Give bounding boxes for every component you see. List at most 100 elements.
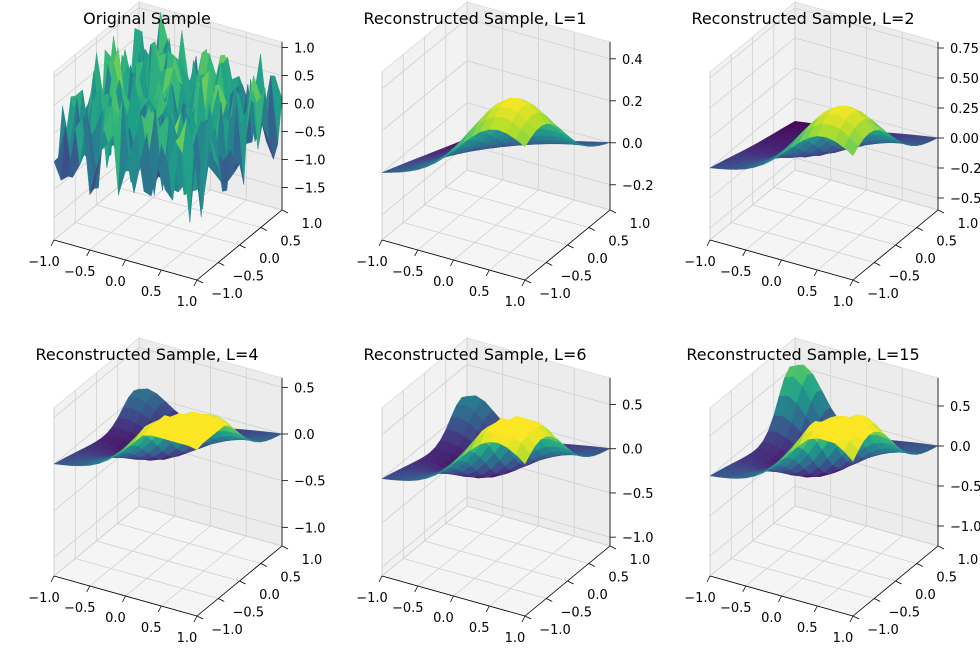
y-tick-label: 0.0 bbox=[259, 252, 280, 267]
z-tick-label: 0.4 bbox=[622, 53, 643, 68]
x-tick-label: 0.5 bbox=[469, 621, 490, 636]
subplot-1: −1.0−0.50.00.51.0−1.0−0.50.00.51.01.00.5… bbox=[28, 0, 326, 310]
y-tick-label: 0.5 bbox=[608, 235, 629, 250]
y-tick-label: −0.5 bbox=[232, 606, 264, 621]
surface-patch bbox=[843, 136, 859, 157]
z-tick-label: −1.0 bbox=[950, 520, 980, 535]
y-tick-label: −1.0 bbox=[867, 287, 899, 302]
y-tick-label: −1.0 bbox=[539, 287, 571, 302]
z-tick-label: −1.0 bbox=[622, 531, 654, 546]
subplot-title: Reconstructed Sample, L=15 bbox=[686, 345, 919, 364]
grid-lines bbox=[381, 2, 611, 281]
z-tick-label: −0.5 bbox=[294, 475, 326, 490]
x-tick-label: 0.0 bbox=[105, 611, 126, 626]
y-tick-label: −0.5 bbox=[560, 270, 592, 285]
y-tick-label: 0.5 bbox=[280, 571, 301, 586]
x-tick-label: 0.0 bbox=[761, 611, 782, 626]
z-tick-label: −0.2 bbox=[622, 179, 654, 194]
z-tick-label: −0.25 bbox=[950, 162, 980, 177]
axes bbox=[50, 42, 289, 287]
y-tick-label: 0.0 bbox=[587, 588, 608, 603]
x-tick-label: 0.5 bbox=[797, 285, 818, 300]
x-tick-label: 0.5 bbox=[797, 621, 818, 636]
subplot-title: Reconstructed Sample, L=6 bbox=[363, 345, 586, 364]
x-tick-label: 0.5 bbox=[141, 285, 162, 300]
x-tick-label: −0.5 bbox=[64, 601, 96, 616]
x-tick-label: 1.0 bbox=[833, 631, 854, 646]
y-tick-label: −1.0 bbox=[211, 623, 243, 638]
z-tick-label: 0.25 bbox=[950, 102, 979, 117]
y-tick-label: 1.0 bbox=[958, 553, 979, 568]
surface-patch bbox=[843, 440, 859, 462]
z-tick-label: 0.0 bbox=[950, 440, 971, 455]
x-tick-label: −1.0 bbox=[28, 591, 60, 606]
subplot-title: Reconstructed Sample, L=1 bbox=[363, 9, 586, 28]
x-tick-label: 1.0 bbox=[177, 631, 198, 646]
x-tick-label: 0.0 bbox=[761, 275, 782, 290]
x-tick-label: −1.0 bbox=[684, 591, 716, 606]
y-tick-label: 1.0 bbox=[302, 553, 323, 568]
y-tick-label: 0.0 bbox=[915, 588, 936, 603]
y-tick-label: 0.0 bbox=[915, 252, 936, 267]
z-tick-label: 0.5 bbox=[950, 400, 971, 415]
z-tick-label: −1.0 bbox=[294, 521, 326, 536]
x-tick-label: −0.5 bbox=[720, 265, 752, 280]
surface bbox=[381, 97, 611, 173]
surface-patch bbox=[187, 440, 203, 450]
x-tick-label: 1.0 bbox=[505, 631, 526, 646]
y-tick-label: 1.0 bbox=[302, 217, 323, 232]
y-tick-label: 1.0 bbox=[630, 553, 651, 568]
axes bbox=[706, 378, 945, 623]
subplot-4: −1.0−0.50.00.51.0−1.0−0.50.00.51.00.50.0… bbox=[28, 336, 326, 646]
z-tick-label: 0.0 bbox=[294, 428, 315, 443]
y-tick-label: 0.5 bbox=[936, 571, 957, 586]
x-tick-label: −1.0 bbox=[356, 591, 388, 606]
z-tick-label: 0.5 bbox=[294, 70, 315, 85]
subplot-6: −1.0−0.50.00.51.0−1.0−0.50.00.51.00.50.0… bbox=[684, 336, 980, 646]
y-tick-label: 0.5 bbox=[608, 571, 629, 586]
y-tick-label: 1.0 bbox=[630, 217, 651, 232]
y-tick-label: 1.0 bbox=[958, 217, 979, 232]
subplot-3: −1.0−0.50.00.51.0−1.0−0.50.00.51.00.750.… bbox=[684, 0, 980, 310]
axes bbox=[706, 42, 945, 287]
surface-patch bbox=[189, 142, 202, 223]
y-tick-label: −0.5 bbox=[888, 606, 920, 621]
z-tick-label: −1.5 bbox=[294, 182, 326, 197]
x-tick-label: 0.5 bbox=[469, 285, 490, 300]
z-tick-label: −0.5 bbox=[950, 480, 980, 495]
x-tick-label: −0.5 bbox=[392, 601, 424, 616]
axes bbox=[378, 378, 617, 623]
x-tick-label: 0.0 bbox=[433, 275, 454, 290]
z-tick-label: 0.2 bbox=[622, 95, 643, 110]
x-tick-label: 1.0 bbox=[505, 295, 526, 310]
z-tick-label: 0.00 bbox=[950, 132, 979, 147]
subplot-title: Original Sample bbox=[83, 9, 211, 28]
surface-patch bbox=[515, 129, 531, 148]
z-tick-label: 0.50 bbox=[950, 72, 979, 87]
x-tick-label: 1.0 bbox=[833, 295, 854, 310]
z-tick-label: −0.5 bbox=[622, 487, 654, 502]
axes bbox=[378, 42, 617, 287]
x-tick-label: 0.5 bbox=[141, 621, 162, 636]
surface bbox=[381, 395, 611, 481]
y-tick-label: 0.0 bbox=[587, 252, 608, 267]
y-tick-label: −1.0 bbox=[539, 623, 571, 638]
subplot-title: Reconstructed Sample, L=2 bbox=[691, 9, 914, 28]
x-tick-label: 0.0 bbox=[105, 275, 126, 290]
z-tick-label: −0.5 bbox=[294, 126, 326, 141]
surface bbox=[709, 105, 939, 170]
subplot-2: −1.0−0.50.00.51.0−1.0−0.50.00.51.00.40.2… bbox=[356, 0, 654, 310]
axes bbox=[50, 378, 289, 623]
z-tick-label: 1.0 bbox=[294, 42, 315, 57]
x-tick-label: −0.5 bbox=[392, 265, 424, 280]
y-tick-label: 0.0 bbox=[259, 588, 280, 603]
y-tick-label: 0.5 bbox=[936, 235, 957, 250]
y-tick-label: −0.5 bbox=[560, 606, 592, 621]
surface bbox=[53, 12, 283, 223]
y-tick-label: −0.5 bbox=[888, 270, 920, 285]
subplot-5: −1.0−0.50.00.51.0−1.0−0.50.00.51.00.50.0… bbox=[356, 336, 654, 646]
z-tick-label: 0.5 bbox=[622, 399, 643, 414]
subplot-title: Reconstructed Sample, L=4 bbox=[35, 345, 258, 364]
surface bbox=[53, 388, 283, 467]
